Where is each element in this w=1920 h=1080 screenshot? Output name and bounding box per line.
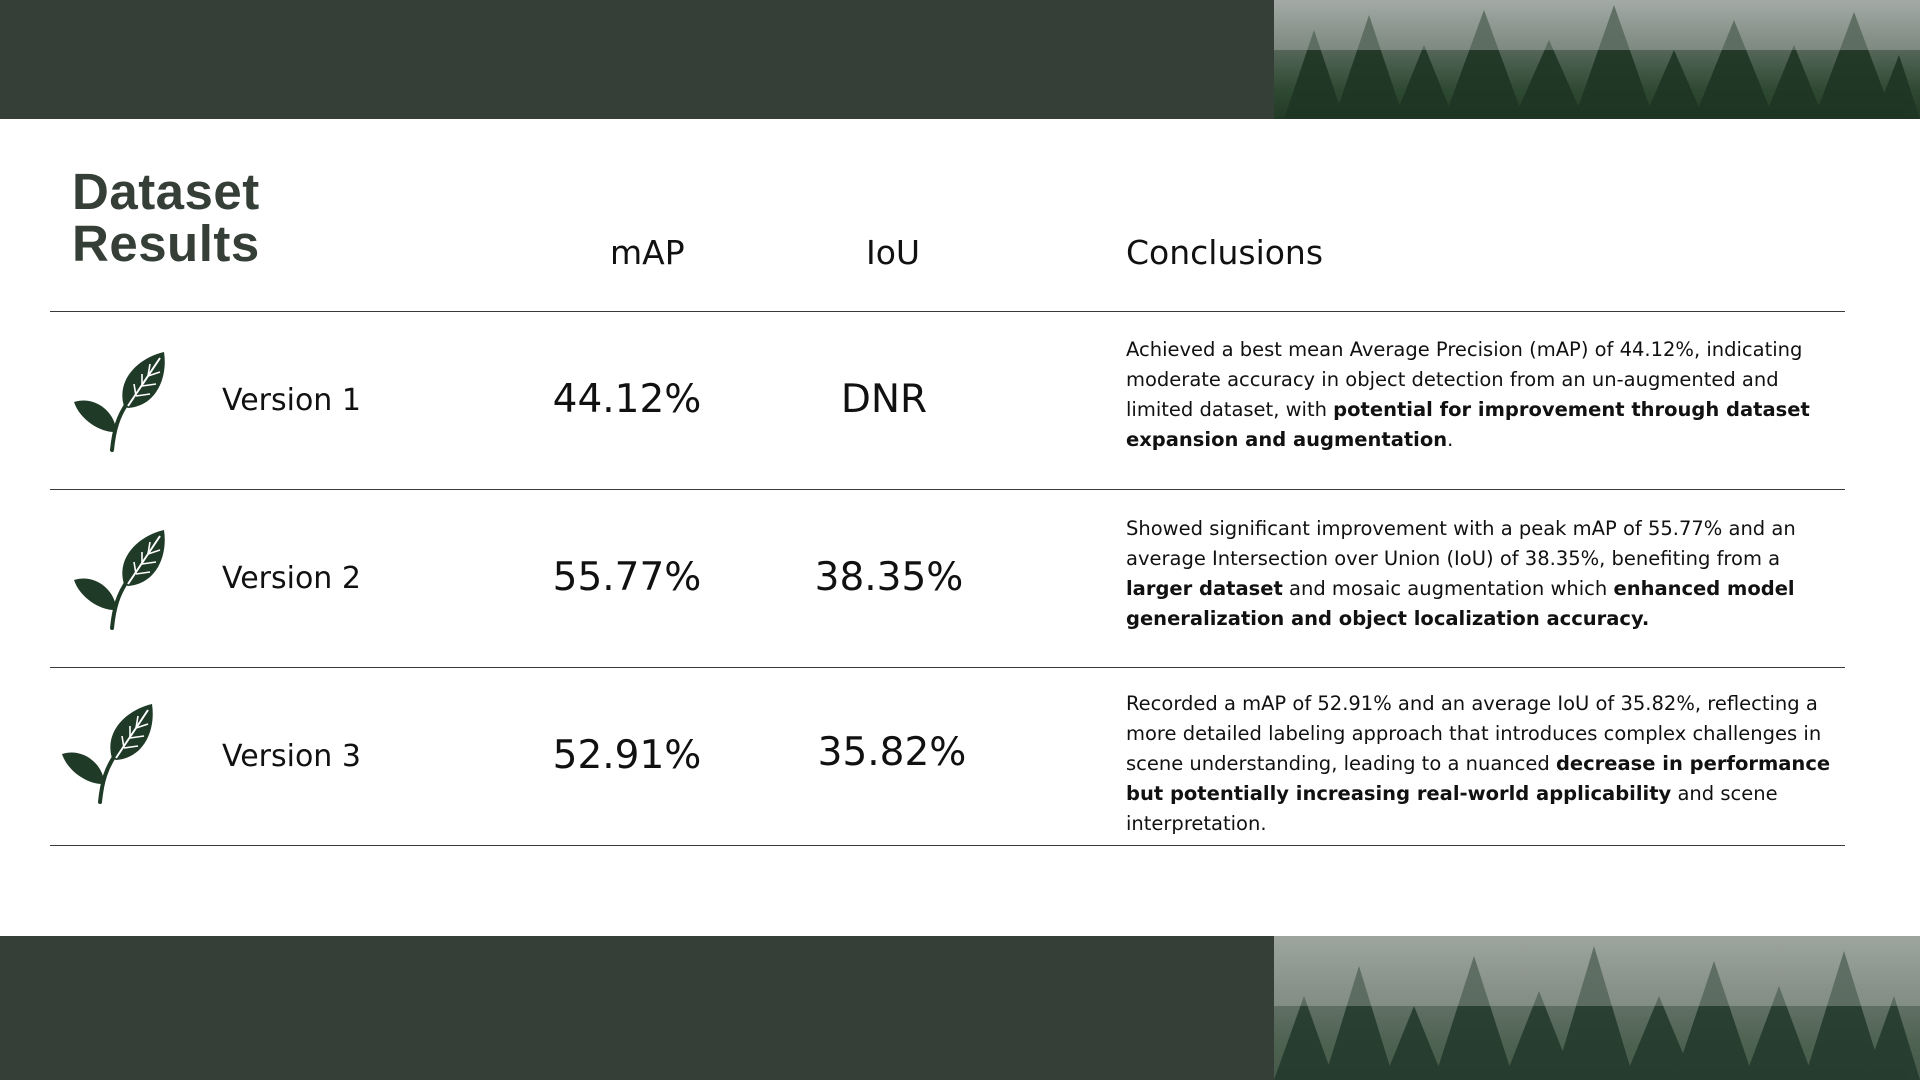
bottom-banner — [0, 936, 1920, 1080]
version-label: Version 2 — [222, 561, 361, 596]
page-title: Dataset Results — [72, 166, 260, 270]
map-value: 44.12% — [552, 377, 702, 422]
table-divider — [50, 667, 1845, 668]
misty-forest-image — [1274, 0, 1920, 119]
version-label: Version 1 — [222, 383, 361, 418]
title-line-1: Dataset — [72, 163, 260, 220]
leaf-sprout-icon — [62, 704, 153, 804]
column-header-iou: IoU — [866, 233, 921, 272]
conclusion-text: Showed significant improvement with a pe… — [1126, 517, 1796, 630]
leaf-sprout-icon — [74, 530, 165, 630]
table-divider — [50, 845, 1845, 846]
table-divider — [50, 489, 1845, 490]
map-value: 55.77% — [552, 555, 702, 600]
iou-value: 35.82% — [817, 730, 967, 775]
column-header-map: mAP — [610, 233, 685, 272]
leaf-sprout-icon — [74, 352, 165, 452]
title-line-2: Results — [72, 215, 260, 272]
misty-forest-image — [1274, 936, 1920, 1080]
table-row: Version 1 44.12% DNR Achieved a best mea… — [0, 312, 1920, 490]
table-row: Version 3 52.91% 35.82% Recorded a mAP o… — [0, 668, 1920, 846]
iou-value: DNR — [840, 377, 928, 422]
conclusion-text: Achieved a best mean Average Precision (… — [1126, 338, 1810, 451]
table-divider — [50, 311, 1845, 312]
conclusion-text: Recorded a mAP of 52.91% and an average … — [1126, 692, 1831, 835]
top-banner — [0, 0, 1920, 119]
version-label: Version 3 — [222, 739, 361, 774]
map-value: 52.91% — [552, 733, 702, 778]
iou-value: 38.35% — [814, 555, 964, 600]
column-header-conclusions: Conclusions — [1126, 233, 1324, 272]
table-row: Version 2 55.77% 38.35% Showed significa… — [0, 490, 1920, 668]
